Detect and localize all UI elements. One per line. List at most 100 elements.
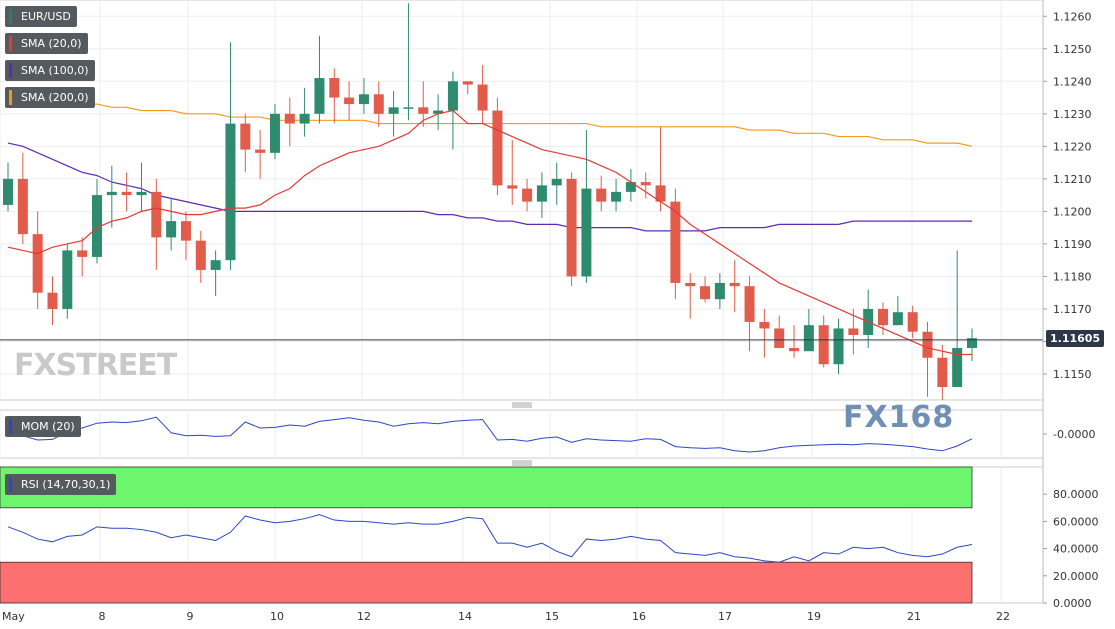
candle-body bbox=[136, 191, 147, 196]
mom-indicator-label[interactable]: MOM (20) bbox=[5, 416, 81, 437]
price-tick-label: 1.1240 bbox=[1053, 75, 1092, 88]
time-tick-label: 22 bbox=[996, 610, 1010, 623]
time-tick-label: 15 bbox=[545, 610, 559, 623]
candle-body bbox=[714, 282, 725, 300]
legend-label: EUR/USD bbox=[21, 10, 71, 23]
candle-body bbox=[803, 325, 814, 352]
price-tick-label: 1.1200 bbox=[1053, 205, 1092, 218]
rsi-line bbox=[7, 514, 973, 563]
candle-body bbox=[759, 321, 770, 329]
candle-body bbox=[551, 178, 562, 186]
rsi-tick-label: 40.0000 bbox=[1053, 543, 1099, 556]
candle-body bbox=[255, 149, 266, 153]
candle-body bbox=[670, 201, 681, 283]
candle-body bbox=[566, 178, 577, 277]
candle-body bbox=[477, 84, 488, 111]
candle-body bbox=[344, 97, 355, 105]
candle-body bbox=[240, 123, 251, 150]
time-tick-label: May bbox=[2, 610, 25, 623]
price-tick-label: 1.1220 bbox=[1053, 140, 1092, 153]
price-tick-label: 1.1210 bbox=[1053, 173, 1092, 186]
candle-body bbox=[358, 94, 369, 105]
candle-body bbox=[121, 191, 132, 196]
candle-body bbox=[922, 331, 933, 358]
candle-body bbox=[774, 328, 785, 348]
fxstreet-logo: FXSTREET bbox=[14, 348, 177, 383]
candle-body bbox=[967, 338, 977, 348]
candle-body bbox=[596, 188, 607, 202]
legend-swatch bbox=[9, 36, 12, 51]
candle-body bbox=[269, 113, 280, 153]
candle-body bbox=[166, 221, 177, 238]
candle-body bbox=[907, 312, 918, 332]
legend-sma100[interactable]: SMA (100,0) bbox=[5, 60, 95, 81]
candle-body bbox=[952, 347, 963, 387]
candle-body bbox=[848, 328, 859, 335]
rsi-tick-label: 60.0000 bbox=[1053, 515, 1099, 528]
mom-tick-label: -0.0000 bbox=[1053, 428, 1095, 441]
candle-body bbox=[3, 178, 13, 205]
candle-body bbox=[700, 286, 711, 300]
time-tick-label: 17 bbox=[718, 610, 732, 623]
mom-line bbox=[7, 416, 973, 453]
rsi-label-text: RSI (14,70,30,1) bbox=[21, 478, 111, 491]
legend-label: SMA (200,0) bbox=[21, 91, 89, 104]
candle-body bbox=[522, 188, 533, 202]
time-tick-label: 19 bbox=[807, 610, 821, 623]
candle-body bbox=[180, 221, 191, 241]
legend-eurusd[interactable]: EUR/USD bbox=[5, 6, 77, 27]
time-tick-label: 12 bbox=[357, 610, 371, 623]
candle-body bbox=[284, 113, 295, 124]
candle-body bbox=[744, 286, 755, 322]
legend-label: SMA (100,0) bbox=[21, 64, 89, 77]
fx168-logo: FX168 bbox=[843, 400, 955, 435]
candle-body bbox=[655, 185, 666, 202]
candle-body bbox=[77, 250, 88, 257]
time-tick-label: 10 bbox=[270, 610, 284, 623]
candle-body bbox=[833, 328, 844, 365]
candle-body bbox=[640, 182, 651, 186]
candle-body bbox=[492, 110, 503, 186]
candle-body bbox=[91, 195, 102, 257]
candle-body bbox=[536, 185, 547, 202]
rsi-oversold-zone bbox=[0, 561, 973, 604]
candle-body bbox=[611, 191, 622, 202]
candle-body bbox=[329, 78, 340, 98]
price-tick-label: 1.1170 bbox=[1053, 303, 1092, 316]
candle-body bbox=[418, 107, 429, 114]
candle-body bbox=[210, 260, 221, 270]
candle-body bbox=[818, 325, 829, 365]
rsi-indicator-label[interactable]: RSI (14,70,30,1) bbox=[5, 474, 117, 495]
candle-body bbox=[878, 308, 889, 326]
candle-body bbox=[151, 191, 162, 238]
last-price-tag: 1.11605 bbox=[1046, 330, 1105, 347]
legend-swatch bbox=[9, 63, 12, 78]
legend-sma200[interactable]: SMA (200,0) bbox=[5, 87, 95, 108]
candle-body bbox=[892, 312, 903, 326]
candle-body bbox=[388, 107, 399, 114]
legend-label: SMA (20,0) bbox=[21, 37, 82, 50]
rsi-tick-label: 80.0000 bbox=[1053, 488, 1099, 501]
time-tick-label: 8 bbox=[99, 610, 106, 623]
candle-body bbox=[625, 182, 636, 192]
candle-body bbox=[789, 347, 800, 352]
price-tick-label: 1.1150 bbox=[1053, 368, 1092, 381]
price-tick-label: 1.1190 bbox=[1053, 238, 1092, 251]
candle-body bbox=[62, 250, 73, 309]
sma200-line bbox=[8, 93, 973, 147]
candle-body bbox=[403, 107, 414, 109]
sma100-line bbox=[7, 142, 972, 232]
candle-body bbox=[581, 188, 592, 277]
candle-body bbox=[507, 185, 518, 189]
candle-body bbox=[47, 292, 58, 309]
mom-label-text: MOM (20) bbox=[21, 420, 75, 433]
candle-body bbox=[462, 81, 473, 85]
rsi-tick-label: 20.0000 bbox=[1053, 570, 1099, 583]
time-tick-label: 14 bbox=[458, 610, 472, 623]
price-tick-label: 1.1250 bbox=[1053, 43, 1092, 56]
legend-swatch bbox=[9, 9, 12, 24]
legend-sma20[interactable]: SMA (20,0) bbox=[5, 33, 88, 54]
candle-body bbox=[299, 113, 310, 124]
candle-body bbox=[685, 282, 696, 287]
